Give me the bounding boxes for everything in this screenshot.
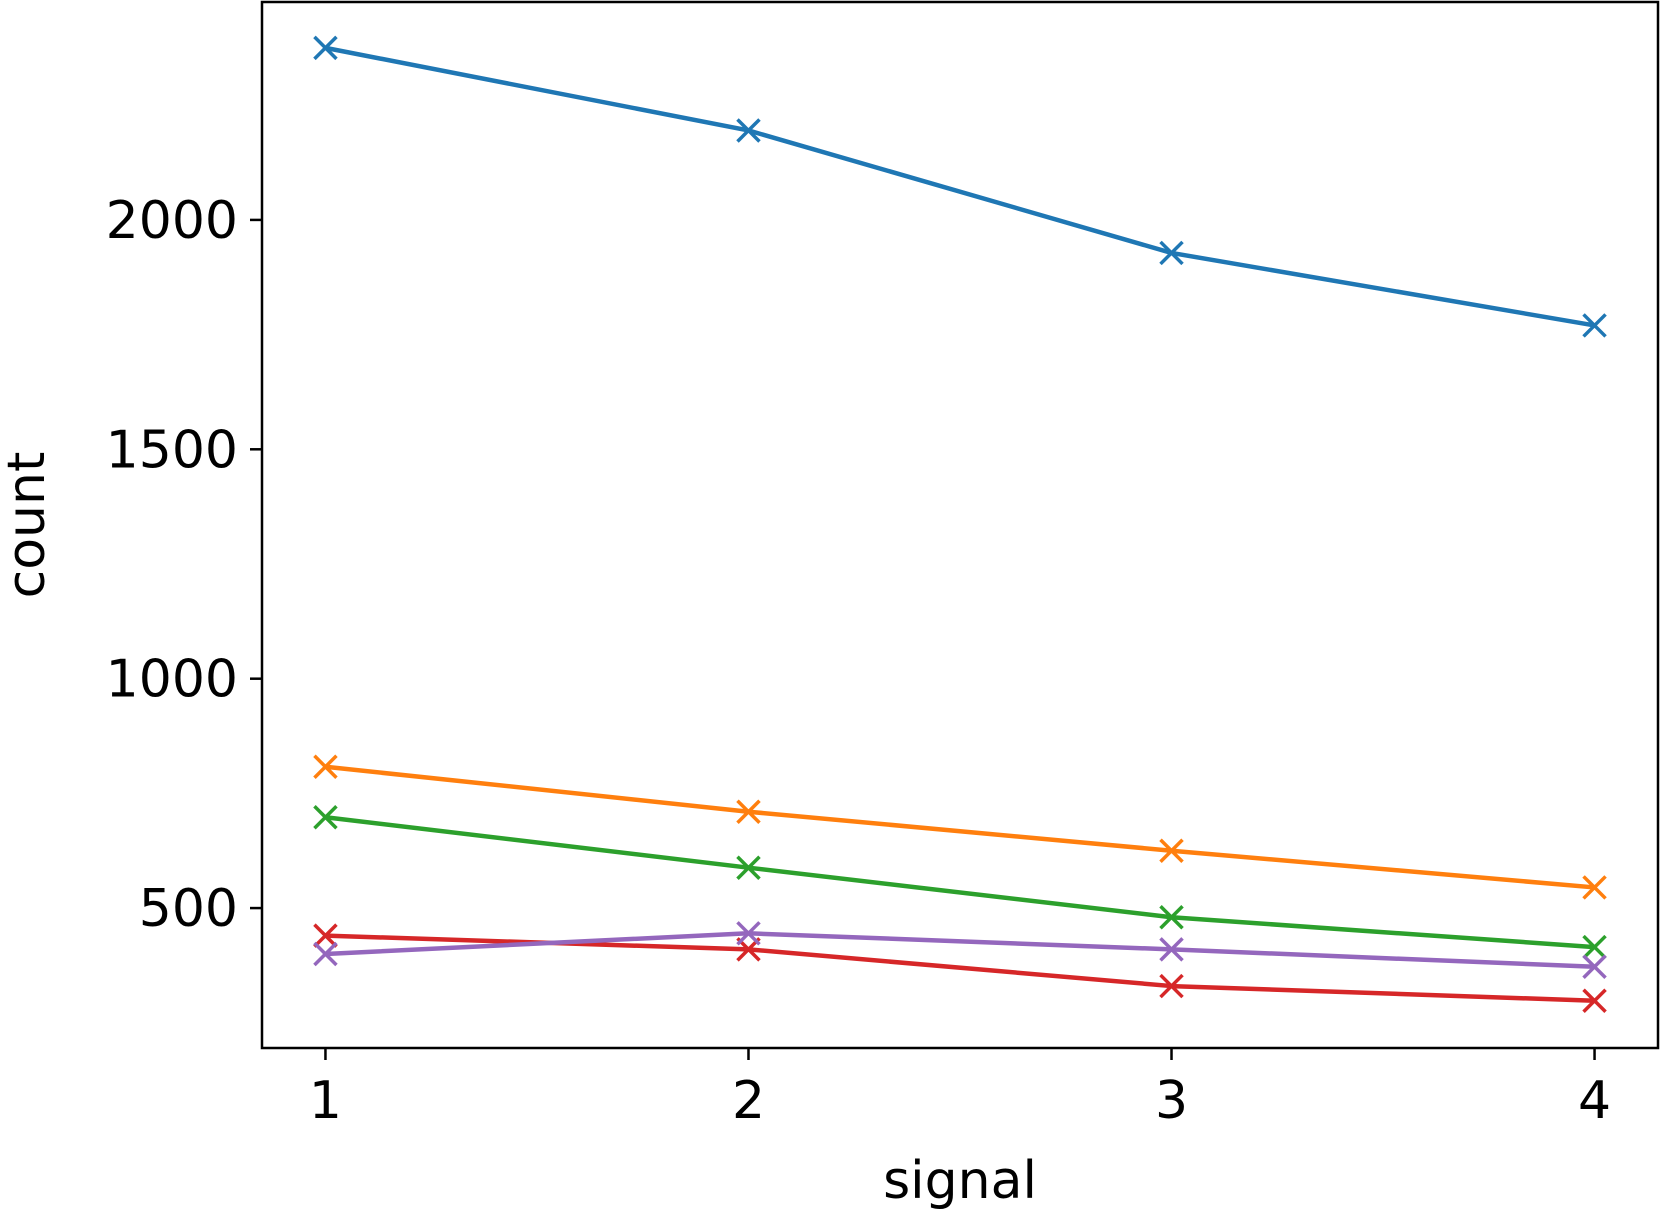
y-tick-label: 1500 [106, 420, 238, 480]
y-axis-ticks: 500 1000 1500 2000 [106, 191, 262, 939]
data-point-marker [1159, 240, 1184, 266]
series-5 [313, 921, 1607, 980]
series-4 [313, 923, 1607, 1013]
data-point-marker [1159, 973, 1184, 999]
data-point-marker [1582, 313, 1607, 338]
data-point-marker [313, 941, 338, 967]
data-point-marker [736, 921, 761, 946]
data-point-marker [736, 118, 761, 143]
x-axis-ticks: 1 2 3 4 [309, 1048, 1611, 1131]
data-point-marker [313, 923, 338, 948]
x-tick-label: 4 [1578, 1071, 1611, 1131]
data-point-marker [1159, 838, 1184, 863]
x-axis-label: signal [883, 1151, 1037, 1211]
y-tick-label: 2000 [106, 191, 238, 251]
x-tick-label: 2 [732, 1071, 765, 1131]
series-layer [313, 35, 1607, 1013]
y-tick-label: 500 [139, 879, 238, 939]
data-point-marker [313, 35, 338, 61]
y-tick-label: 1000 [106, 650, 238, 710]
data-point-marker [1159, 905, 1184, 930]
data-point-marker [1582, 875, 1607, 900]
data-point-marker [736, 855, 761, 880]
data-point-marker [313, 805, 338, 830]
series-1 [313, 35, 1607, 338]
data-point-marker [1582, 954, 1607, 980]
x-tick-label: 1 [309, 1071, 342, 1131]
series-line [325, 815, 1595, 950]
series-line [325, 764, 1595, 890]
x-tick-label: 3 [1155, 1071, 1188, 1131]
data-point-marker [313, 754, 338, 780]
series-3 [313, 805, 1607, 960]
data-point-marker [1159, 937, 1184, 962]
y-axis-label: count [0, 452, 57, 599]
axes-frame [260, 0, 1660, 1050]
data-point-marker [736, 799, 761, 824]
data-point-marker [1582, 988, 1607, 1013]
series-line [325, 45, 1595, 328]
series-line [325, 931, 1595, 970]
data-point-marker [1582, 934, 1607, 960]
series-2 [313, 754, 1607, 900]
